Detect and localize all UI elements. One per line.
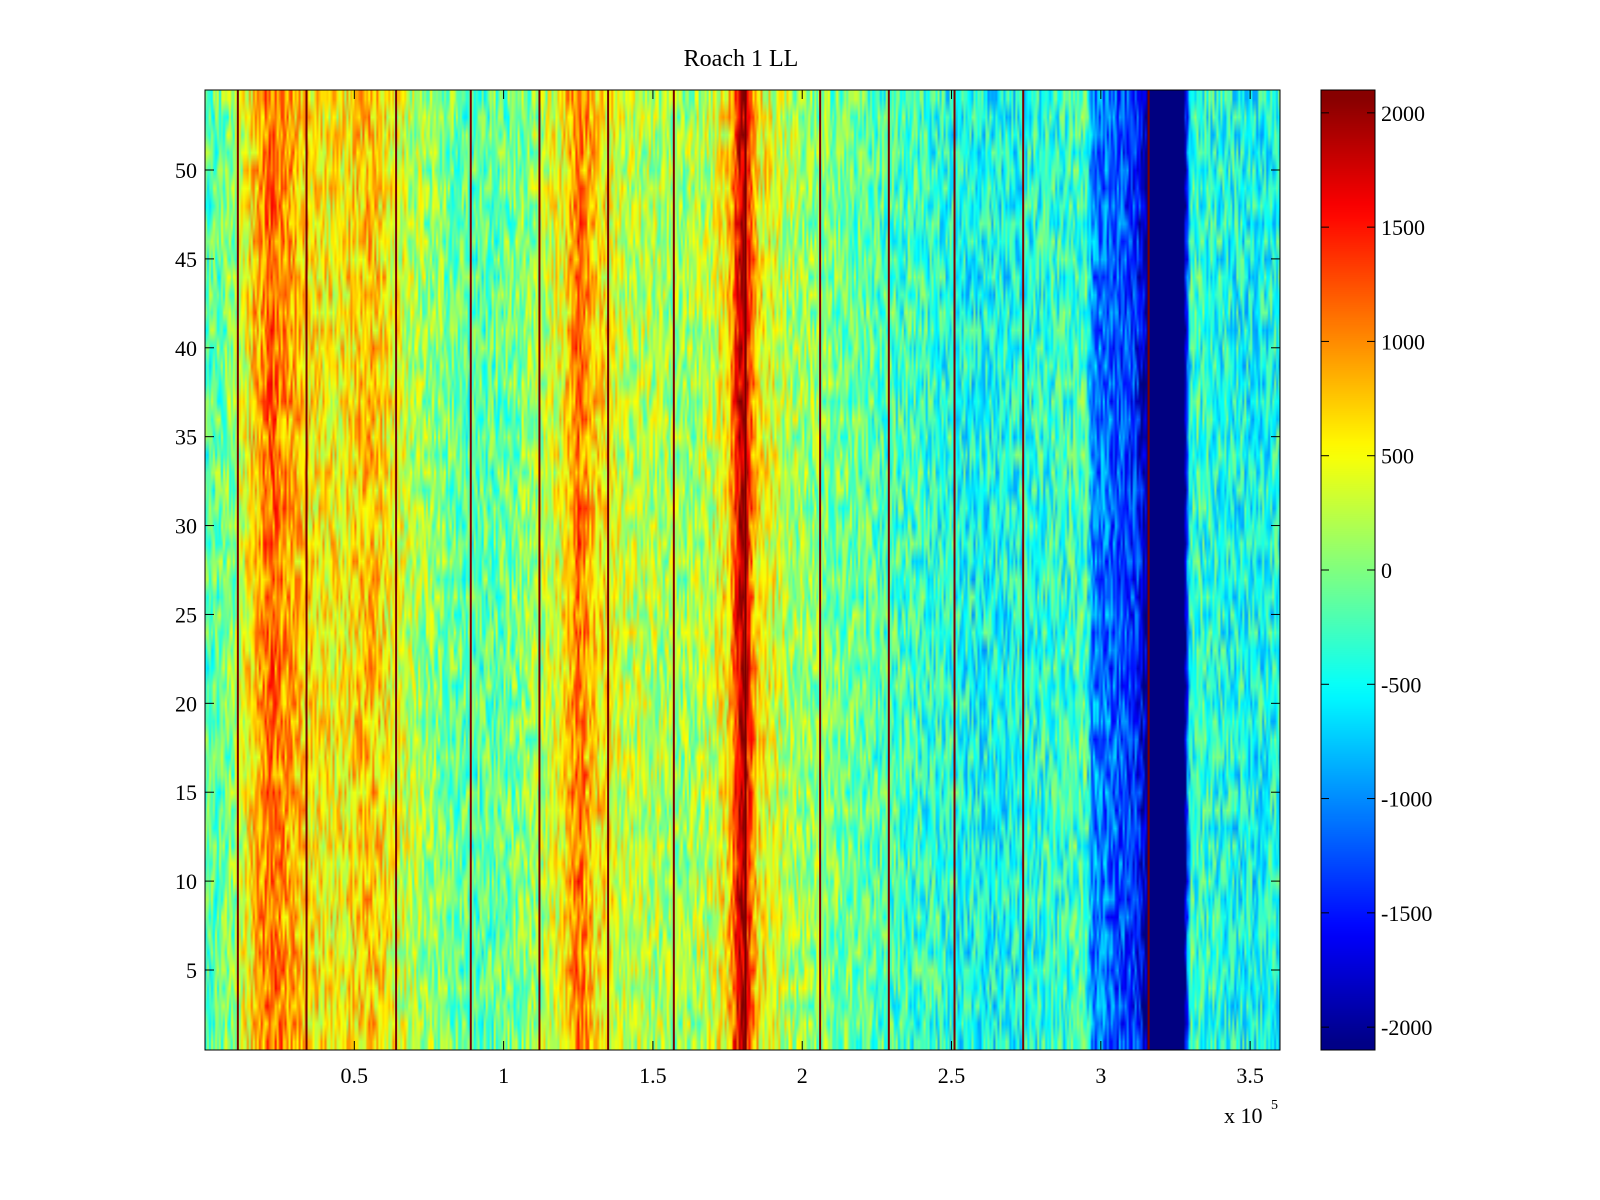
y-tick-label-0: 5 — [186, 958, 197, 983]
x-tick-label-2: 1.5 — [639, 1063, 667, 1088]
y-tick-label-6: 35 — [175, 425, 197, 450]
x-exponent-power: 5 — [1271, 1098, 1278, 1113]
colorbar-ticks: 2000 1500 1000 500 0 -500 -1000 -1500 -2000 — [1321, 101, 1432, 1040]
heatmap-vertical-lines — [236, 90, 1150, 1050]
y-tick-label-7: 40 — [175, 336, 197, 361]
y-tick-label-4: 25 — [175, 602, 197, 627]
x-tick-label-4: 2.5 — [938, 1063, 966, 1088]
heatmap-image — [205, 90, 1280, 1050]
y-axis: 5 10 15 20 25 30 35 40 45 50 — [175, 158, 1280, 983]
colorbar-tick-label-0: 2000 — [1381, 101, 1425, 126]
y-tick-label-1: 10 — [175, 869, 197, 894]
chart-title: Roach 1 LL — [684, 46, 799, 72]
colorbar-tick-label-4: 0 — [1381, 558, 1392, 583]
y-tick-label-8: 45 — [175, 247, 197, 272]
x-axis-exponent: x 10 5 — [1224, 1098, 1278, 1128]
y-tick-label-2: 15 — [175, 780, 197, 805]
colorbar-tick-label-3: 500 — [1381, 444, 1414, 469]
colorbar-tick-label-5: -500 — [1381, 672, 1421, 697]
y-tick-label-5: 30 — [175, 514, 197, 539]
y-tick-label-3: 20 — [175, 691, 197, 716]
colorbar: 2000 1500 1000 500 0 -500 -1000 -1500 -2000 — [1320, 89, 1432, 1051]
colorbar-tick-label-7: -1500 — [1381, 901, 1432, 926]
plot-frame — [204, 89, 1281, 1051]
colorbar-gradient — [1321, 90, 1375, 1050]
colorbar-tick-label-2: 1000 — [1381, 329, 1425, 354]
x-tick-label-1: 1 — [498, 1063, 509, 1088]
x-tick-label-5: 3 — [1095, 1063, 1106, 1088]
y-tick-label-9: 50 — [175, 158, 197, 183]
colorbar-tick-label-6: -1000 — [1381, 787, 1432, 812]
x-exponent-base: x 10 — [1224, 1103, 1263, 1128]
x-tick-label-6: 3.5 — [1236, 1063, 1264, 1088]
colorbar-tick-label-1: 1500 — [1381, 215, 1425, 240]
heatmap-plot-area — [205, 90, 1280, 1050]
colorbar-tick-label-8: -2000 — [1381, 1015, 1432, 1040]
x-axis: 0.5 1 1.5 2 2.5 3 3.5 — [341, 90, 1264, 1088]
x-tick-label-0: 0.5 — [341, 1063, 369, 1088]
x-tick-label-3: 2 — [797, 1063, 808, 1088]
